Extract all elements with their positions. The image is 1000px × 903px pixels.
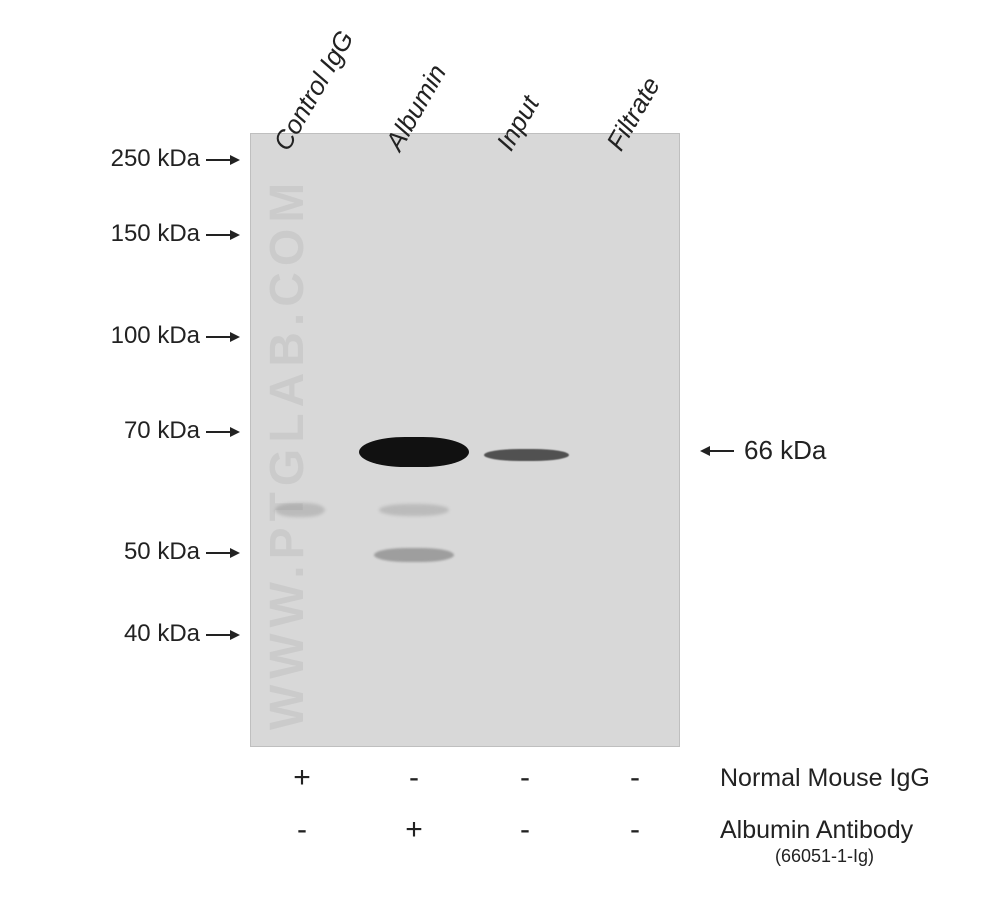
mw-label-text: 100 kDa [111,322,200,349]
observed-band-label: 66 kDa [700,435,826,466]
treat-normal-mouse-igg-lane2: - [495,761,555,795]
treat-sublabel-albumin-antibody: (66051-1-Ig) [775,846,874,867]
mw-label-150: 150 kDa [111,220,240,248]
arrow-right-icon [206,330,240,344]
treat-albumin-antibody-lane3: - [605,813,665,847]
mw-label-50: 50 kDa [124,538,240,566]
western-blot-figure: WWW.PTGLAB.COM 250 kDa 150 kDa 100 kDa 70 k… [0,0,1000,903]
band-input-1 [484,449,569,461]
observed-band-text: 66 kDa [744,435,826,466]
treat-label-albumin-antibody: Albumin Antibody [720,816,913,845]
mw-label-250: 250 kDa [111,145,240,173]
watermark-text: WWW.PTGLAB.COM [260,177,315,730]
arrow-right-icon [206,153,240,167]
mw-label-text: 70 kDa [124,417,200,444]
mw-label-40: 40 kDa [124,620,240,648]
treat-albumin-antibody-lane2: - [495,813,555,847]
arrow-left-icon [700,443,734,459]
mw-label-text: 250 kDa [111,145,200,172]
treat-albumin-antibody-lane0: - [272,813,332,847]
arrow-right-icon [206,546,240,560]
mw-label-text: 40 kDa [124,620,200,647]
mw-label-70: 70 kDa [124,417,240,445]
arrow-right-icon [206,228,240,242]
treat-normal-mouse-igg-lane3: - [605,761,665,795]
mw-label-100: 100 kDa [111,322,240,350]
band-albumin-3 [379,504,449,516]
treat-label-normal-mouse-igg: Normal Mouse IgG [720,764,930,793]
mw-label-text: 50 kDa [124,538,200,565]
band-albumin-0 [359,437,469,467]
mw-label-text: 150 kDa [111,220,200,247]
band-albumin-2 [374,548,454,562]
treat-albumin-antibody-lane1: + [384,813,444,847]
treat-normal-mouse-igg-lane1: - [384,761,444,795]
treat-normal-mouse-igg-lane0: + [272,761,332,795]
arrow-right-icon [206,425,240,439]
band-control-igg-4 [275,503,325,517]
arrow-right-icon [206,628,240,642]
